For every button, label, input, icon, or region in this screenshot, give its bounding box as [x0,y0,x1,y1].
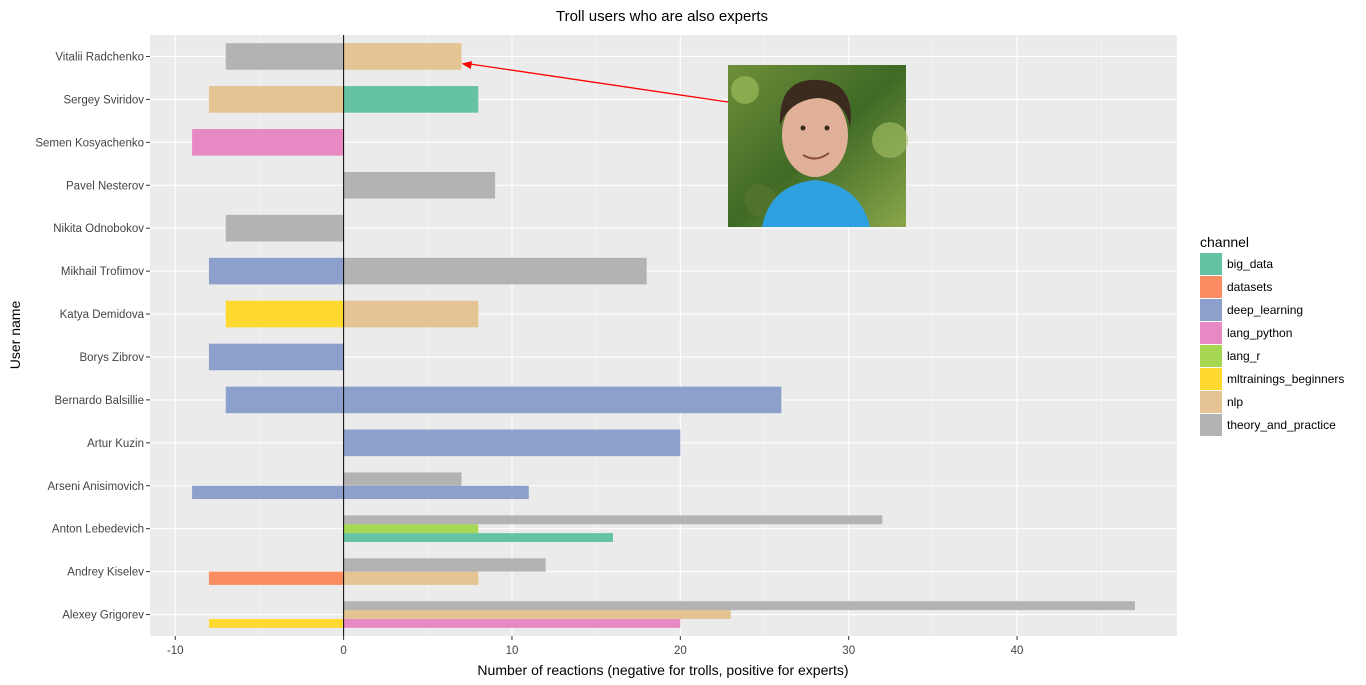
y-tick-label: Andrey Kiselev [67,567,144,579]
x-tick-label: 40 [1011,645,1024,657]
bar-theory_and_practice [343,601,1135,611]
bar-nlp [208,86,344,113]
y-axis: Vitalii Radchenko Sergey Sviridov Semen Ko… [35,51,150,622]
y-axis-title: User name [7,301,23,370]
bar-big_data [343,533,613,542]
bar-lang_python [343,618,681,628]
plot-panel [150,35,1177,636]
bar-theory_and_practice [343,257,647,285]
y-tick-label: Bernardo Balsillie [55,395,145,407]
legend-label-deep_learning: deep_learning [1227,303,1303,317]
legend-swatch-datasets [1200,276,1222,298]
bar-datasets [208,571,344,585]
legend-label-lang_python: lang_python [1227,326,1292,340]
y-tick-label: Vitalii Radchenko [55,51,144,63]
annotation-arrow [467,62,729,103]
bar-mltrainings_beginners [208,618,344,628]
y-tick-label: Pavel Nesterov [66,180,144,192]
legend-label-datasets: datasets [1227,280,1272,294]
legend-label-theory_and_practice: theory_and_practice [1227,418,1336,432]
legend-swatch-mltrainings_beginners [1200,368,1222,390]
chart-title: Troll users who are also experts [556,8,768,25]
bar-theory_and_practice [225,214,344,242]
bar-theory_and_practice [343,558,546,572]
bar-deep_learning [343,485,529,500]
bar-theory_and_practice [343,472,462,486]
legend-swatch-theory_and_practice [1200,414,1222,436]
legend-swatch-lang_python [1200,322,1222,344]
legend-swatch-big_data [1200,253,1222,275]
y-tick-label: Mikhail Trofimov [61,266,144,278]
x-tick-label: 10 [506,645,519,657]
y-tick-label: Anton Lebedevich [52,524,144,536]
legend-swatch-lang_r [1200,345,1222,367]
bar-lang_python [192,129,344,156]
bar-theory_and_practice [343,171,496,199]
bar-deep_learning [343,386,782,414]
y-tick-label: Arseni Anisimovich [47,481,144,493]
legend: channel big_data datasets deep_learninglan… [1200,234,1344,436]
x-axis: -10 0 10 20 30 40 [167,636,1024,657]
bar-nlp [343,571,479,585]
y-tick-label: Alexey Grigorev [62,610,144,622]
bar-theory_and_practice [343,515,883,525]
bar-deep_learning [192,485,344,500]
legend-label-lang_r: lang_r [1227,349,1260,363]
x-tick-label: 30 [842,645,855,657]
bar-nlp [343,43,462,70]
y-tick-label: Sergey Sviridov [63,94,144,106]
x-tick-label: -10 [167,645,184,657]
bar-theory_and_practice [225,43,344,70]
bar-nlp [343,610,731,619]
legend-title: channel [1200,234,1249,250]
x-axis-title: Number of reactions (negative for trolls… [477,662,848,678]
x-tick-label: 0 [340,645,346,657]
bar-deep_learning [343,429,681,457]
legend-label-nlp: nlp [1227,395,1243,409]
person-photo [728,65,908,227]
bar-deep_learning [225,386,344,414]
legend-label-mltrainings_beginners: mltrainings_beginners [1227,372,1344,386]
y-tick-label: Artur Kuzin [87,438,144,450]
y-tick-label: Katya Demidova [60,309,145,321]
y-tick-label: Semen Kosyachenko [35,137,144,149]
y-tick-label: Nikita Odnobokov [53,223,144,235]
y-tick-label: Borys Zibrov [79,352,144,364]
legend-swatch-deep_learning [1200,299,1222,321]
bar-lang_r [343,524,479,534]
bar-deep_learning [208,257,344,285]
annotation-arrowhead [461,61,472,70]
annotation [461,61,908,227]
bar-mltrainings_beginners [225,300,344,328]
legend-swatch-nlp [1200,391,1222,413]
bar-big_data [343,86,479,113]
bar-deep_learning [208,343,344,371]
x-tick-label: 20 [674,645,687,657]
panel-background [150,35,1177,636]
legend-label-big_data: big_data [1227,257,1273,271]
bar-nlp [343,300,479,328]
